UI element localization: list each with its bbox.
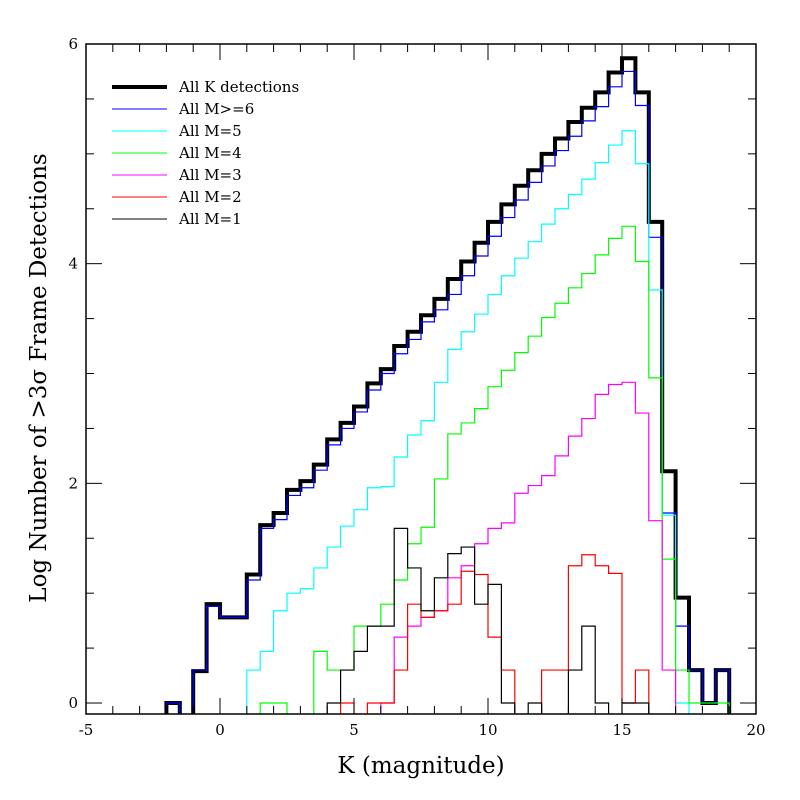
legend-label-m1: All M=1 — [178, 210, 242, 228]
y-tick-label: 0 — [68, 694, 78, 712]
legend-label-m3: All M=3 — [178, 166, 242, 184]
series-layer — [164, 56, 732, 714]
histogram-series-all-m-1 — [326, 527, 650, 714]
histogram-series-all-m-5 — [246, 130, 690, 714]
y-tick-label: 4 — [68, 255, 78, 273]
x-tick-label: 15 — [612, 721, 631, 739]
legend: All K detections All M>=6 All M=5 All M=… — [112, 78, 299, 228]
x-tick-label: 0 — [215, 721, 225, 739]
histogram-series-all-k-detections — [164, 56, 732, 714]
x-tick-label: -5 — [79, 721, 94, 739]
y-tick-label: 2 — [68, 474, 78, 492]
legend-label-all-k: All K detections — [178, 78, 299, 96]
x-tick-label: 5 — [349, 721, 359, 739]
legend-label-m5: All M=5 — [178, 122, 242, 140]
y-axis-title: Log Number of >3σ Frame Detections — [26, 153, 52, 602]
histogram-series-all-m-6 — [165, 70, 730, 714]
plot-frame — [85, 43, 757, 715]
legend-label-m4: All M=4 — [178, 144, 242, 162]
legend-label-m6: All M>=6 — [178, 100, 254, 118]
histogram-series-all-m-3 — [380, 381, 677, 714]
y-tick-label: 6 — [68, 35, 78, 53]
histogram-series-all-m-2 — [340, 554, 650, 714]
x-axis-title: K (magnitude) — [337, 753, 504, 779]
histogram-series-all-m-4 — [259, 225, 730, 714]
x-tick-label: 10 — [478, 721, 497, 739]
x-tick-label: 20 — [746, 721, 765, 739]
legend-label-m2: All M=2 — [178, 188, 242, 206]
